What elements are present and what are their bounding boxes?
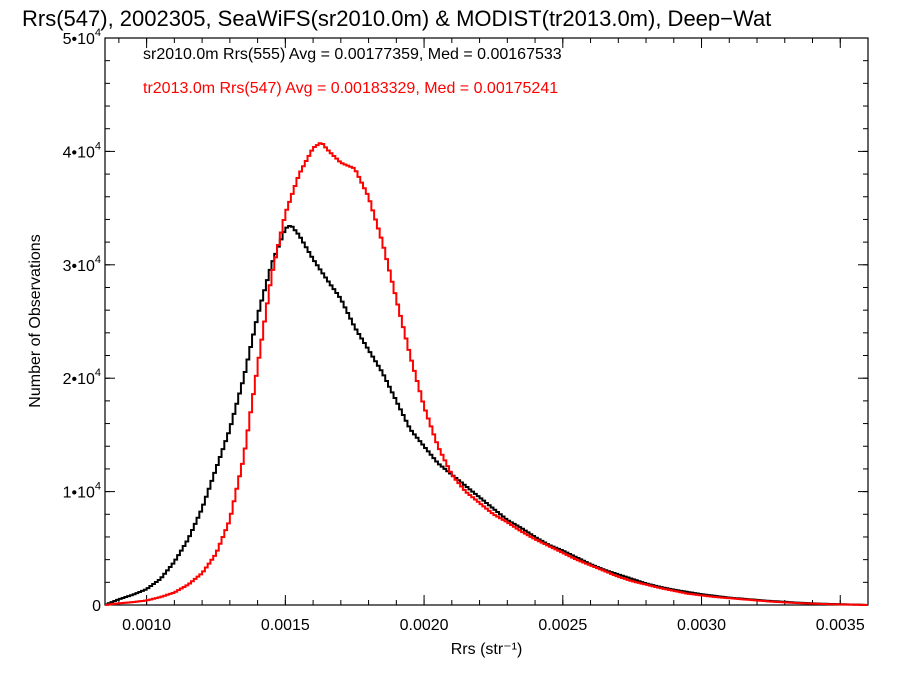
y-tick-exponent: 4 (95, 367, 101, 379)
x-tick-label: 0.0035 (816, 617, 865, 634)
y-tick-mantissa: 4•10 (63, 144, 95, 161)
x-tick-label: 0.0030 (677, 617, 726, 634)
y-tick-label: 2•104 (63, 367, 101, 388)
y-tick-label: 0 (92, 598, 101, 615)
x-tick-label: 0.0015 (261, 617, 310, 634)
y-tick-mantissa: 1•10 (63, 485, 95, 502)
legend-entry-sr2010: sr2010.0m Rrs(555) Avg = 0.00177359, Med… (143, 46, 562, 63)
x-tick-label: 0.0010 (122, 617, 171, 634)
y-tick-exponent: 4 (95, 27, 101, 39)
y-tick-mantissa: 0 (92, 598, 101, 615)
y-axis-label: Number of Observations (27, 234, 44, 407)
x-tick-label: 0.0020 (400, 617, 449, 634)
series-line-1 (105, 142, 868, 606)
y-tick-exponent: 4 (95, 254, 101, 266)
legend: sr2010.0m Rrs(555) Avg = 0.00177359, Med… (143, 46, 562, 97)
chart-title: Rrs(547), 2002305, SeaWiFS(sr2010.0m) & … (22, 6, 771, 31)
series-lines (105, 142, 868, 606)
x-axis-label: Rrs (str⁻¹) (451, 641, 523, 658)
plot-area-frame (104, 37, 869, 606)
y-tick-label: 1•104 (63, 481, 101, 502)
axis-ticks (105, 37, 869, 606)
y-tick-label: 3•104 (63, 254, 101, 275)
axis-tick-labels: 0.0010 0.0015 0.0020 0.0025 0.0030 0.0035 0 1•1… (63, 27, 865, 634)
legend-entry-tr2013: tr2013.0m Rrs(547) Avg = 0.00183329, Med… (143, 80, 558, 97)
x-tick-label: 0.0025 (538, 617, 587, 634)
y-tick-mantissa: 5•10 (63, 31, 95, 48)
y-tick-mantissa: 3•10 (63, 258, 95, 275)
y-tick-exponent: 4 (95, 140, 101, 152)
y-tick-exponent: 4 (95, 481, 101, 493)
y-tick-label: 4•104 (63, 140, 101, 161)
y-tick-mantissa: 2•10 (63, 371, 95, 388)
y-tick-label: 5•104 (63, 27, 101, 48)
